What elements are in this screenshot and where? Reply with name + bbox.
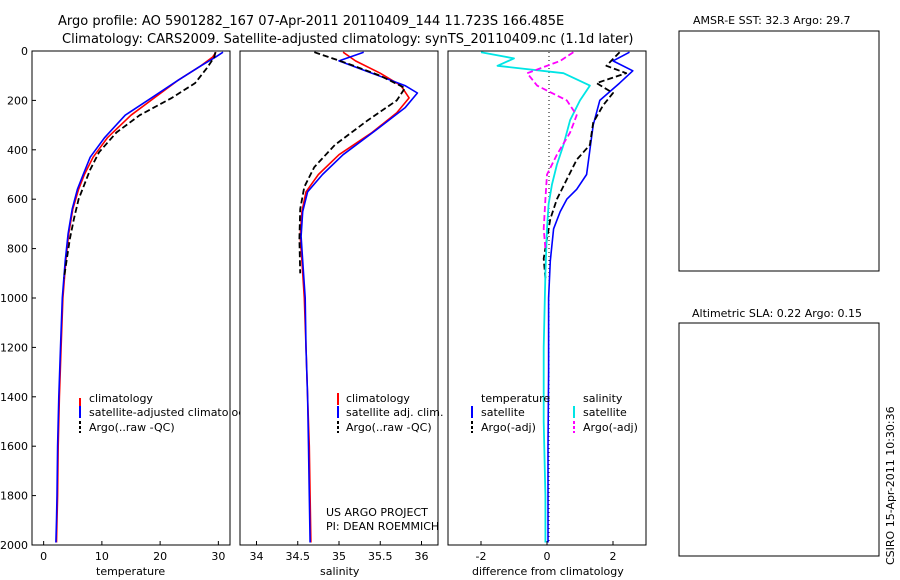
salinity-x-label: salinity — [320, 565, 360, 578]
salinity-legend: climatology satellite adj. clim. Argo(..… — [337, 392, 443, 434]
salinity-panel: 34 34.5 35 35.5 36 salinity climatology sate… — [239, 50, 443, 578]
difference-legend: temperature salinity satellite Argo(-adj… — [471, 392, 638, 434]
legend-sat-label: satellite adj. clim. — [346, 406, 443, 419]
project-note-line2: PI: DEAN ROEMMICH — [326, 520, 439, 533]
depth-tick-label: 1800 — [0, 490, 28, 503]
x-tick-label: 34.5 — [286, 550, 311, 563]
header-line2: Climatology: CARS2009. Satellite-adjuste… — [62, 32, 634, 47]
depth-tick-label: 600 — [7, 193, 28, 206]
legend-temp-header: temperature — [481, 392, 550, 405]
series-line-salargo — [526, 51, 578, 249]
timestamp-stamp: CSIRO 15-Apr-2011 10:30:36 — [884, 406, 897, 565]
sla-map-frame — [678, 322, 880, 557]
x-tick-label: 34 — [250, 550, 264, 563]
temperature-x-label: temperature — [96, 565, 165, 578]
series-line-argo — [298, 51, 406, 274]
project-note-line1: US ARGO PROJECT — [326, 506, 428, 519]
x-tick-label: -2 — [476, 550, 487, 563]
sst-map-title: AMSR-E SST: 32.3 Argo: 29.7 — [693, 14, 851, 27]
sla-map: Altimetric SLA: 0.22 Argo: 0.15 — [678, 307, 880, 557]
x-tick-label: 0 — [544, 550, 551, 563]
legend-argo-label: Argo(..raw -QC) — [89, 421, 175, 434]
x-tick-label: 2 — [610, 550, 617, 563]
series-line-sat — [300, 51, 419, 543]
sst-map-frame — [678, 30, 880, 272]
legend-argo-label: Argo(..raw -QC) — [346, 421, 432, 434]
x-tick-label: 0 — [40, 550, 47, 563]
depth-tick-label: 0 — [21, 45, 28, 58]
x-tick-label: 35.5 — [368, 550, 393, 563]
temperature-panel: 0 10 20 30 temperature climatology satellit… — [31, 50, 252, 578]
depth-tick-label: 1200 — [0, 341, 28, 354]
legend-sal-header: salinity — [583, 392, 623, 405]
legend-clim-label: climatology — [89, 392, 153, 405]
x-tick-label: 20 — [153, 550, 167, 563]
series-line-argo — [542, 51, 628, 279]
series-line-argo — [63, 52, 217, 279]
sla-map-title: Altimetric SLA: 0.22 Argo: 0.15 — [692, 307, 862, 320]
legend-sal-argo-label: Argo(-adj) — [583, 421, 638, 434]
x-tick-label: 36 — [415, 550, 429, 563]
legend-sat-label: satellite-adjusted climatology — [89, 406, 252, 419]
depth-tick-label: 1600 — [0, 440, 28, 453]
legend-clim-label: climatology — [346, 392, 410, 405]
depth-tick-label: 200 — [7, 94, 28, 107]
sst-map: AMSR-E SST: 32.3 Argo: 29.7 — [678, 14, 880, 272]
series-line-sat — [55, 51, 224, 543]
legend-temp-sat-label: satellite — [481, 406, 525, 419]
x-tick-label: 10 — [95, 550, 109, 563]
temperature-axes-frame — [31, 50, 231, 546]
depth-tick-label: 400 — [7, 144, 28, 157]
depth-tick-label: 1000 — [0, 292, 28, 305]
difference-axes-frame — [447, 50, 647, 546]
difference-panel: -2 0 2 difference from climatology tempera… — [447, 50, 647, 578]
depth-tick-label: 1400 — [0, 391, 28, 404]
depth-tick-label: 800 — [7, 243, 28, 256]
series-line-salsat — [480, 51, 591, 543]
temperature-legend: climatology satellite-adjusted climatolo… — [79, 392, 252, 434]
depth-tick-label: 2000 — [0, 539, 28, 552]
header-line1: Argo profile: AO 5901282_167 07-Apr-2011… — [58, 14, 564, 29]
legend-sal-sat-label: satellite — [583, 406, 627, 419]
x-tick-label: 35 — [332, 550, 346, 563]
salinity-axes-frame — [239, 50, 439, 546]
depth-axis: 0 200 400 600 800 1000 1200 1400 1600 1800 2000 — [0, 45, 36, 552]
x-tick-label: 30 — [211, 550, 225, 563]
series-line-sat — [547, 51, 634, 543]
legend-temp-argo-label: Argo(-adj) — [481, 421, 536, 434]
difference-x-label: difference from climatology — [472, 565, 624, 578]
